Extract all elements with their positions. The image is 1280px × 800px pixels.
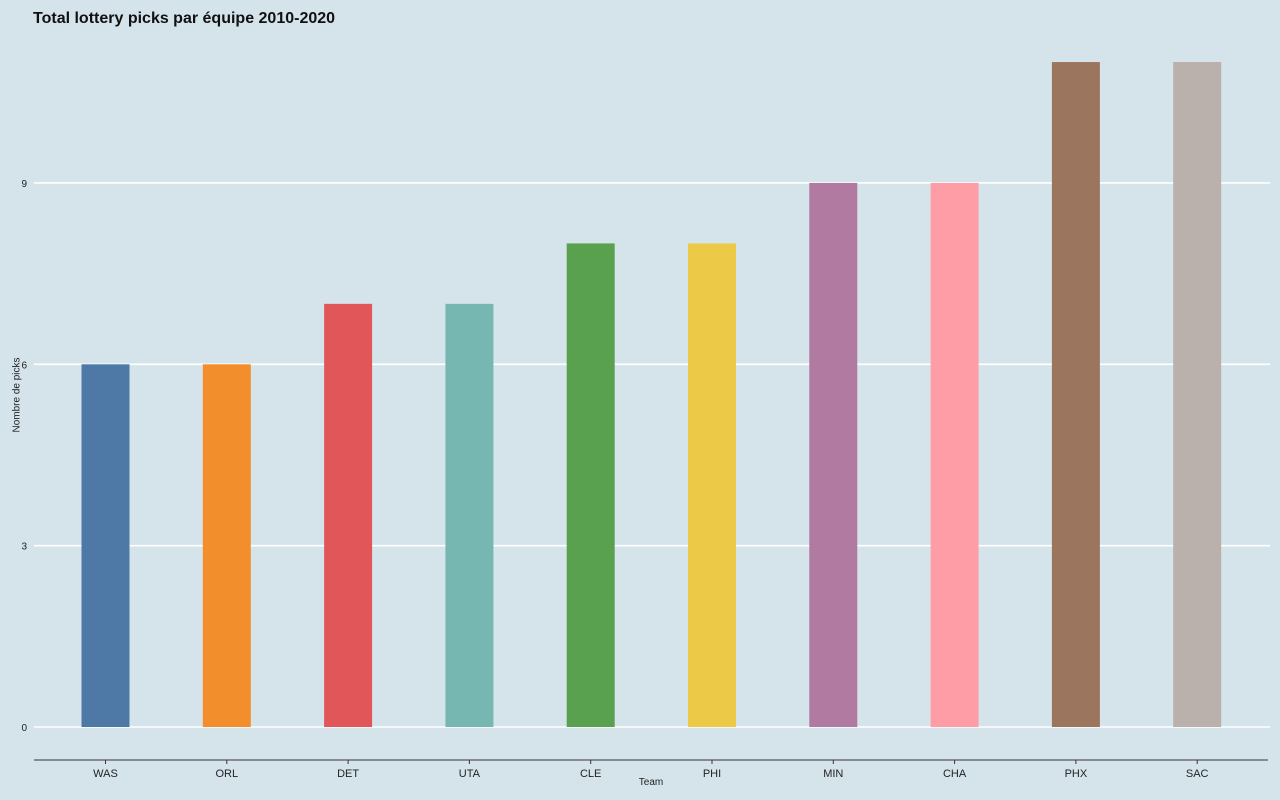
x-tick-label: SAC [1186,768,1209,780]
x-tick-label: UTA [459,768,481,780]
bar-min [809,182,858,727]
x-tick-label: DET [337,768,359,780]
bar-phi [688,243,736,727]
bar-orl [202,364,251,727]
bar-cle [566,243,615,727]
x-axis-label: Team [638,777,664,788]
x-tick-label: WAS [93,768,118,780]
x-tick-label: PHI [703,768,721,780]
y-tick-label: 9 [21,179,27,190]
bar-uta [445,303,494,727]
y-tick-label: 3 [21,542,27,553]
bar-det [324,303,373,727]
y-tick-label: 6 [21,360,27,371]
x-tick-label: ORL [215,768,238,780]
x-tick-label: PHX [1065,768,1088,780]
y-tick-label: 0 [21,723,27,734]
x-tick-label: CHA [943,768,967,780]
bar-cha [930,182,979,727]
x-tick-label: MIN [823,768,843,780]
chart-title: Total lottery picks par équipe 2010-2020 [33,10,336,27]
x-tick-label: CLE [580,768,601,780]
bar-phx [1051,62,1100,728]
bar-was [81,364,130,727]
bar-sac [1173,62,1222,728]
